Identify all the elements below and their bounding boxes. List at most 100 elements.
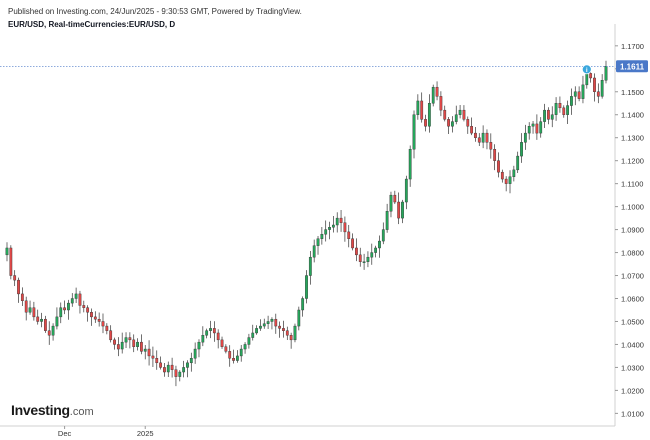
candle-body (362, 261, 366, 263)
candle-body (358, 254, 362, 262)
candle-body (593, 77, 596, 92)
candle-body (136, 341, 139, 347)
y-tick-label: 1.1400 (621, 111, 644, 120)
candle-body (331, 224, 335, 228)
candle-body (381, 229, 385, 242)
candle-body (378, 240, 381, 249)
candle-body (17, 279, 20, 295)
y-tick-label: 1.0300 (621, 363, 644, 372)
candle-body (439, 96, 443, 111)
candle-body (120, 341, 124, 350)
candle-body (523, 132, 527, 143)
candle-body (550, 114, 554, 120)
candle-body (312, 245, 316, 258)
candle-body (47, 330, 51, 336)
candle-body (63, 307, 66, 311)
candle-body (570, 96, 573, 106)
candle-body (239, 348, 243, 357)
candle-body (124, 337, 128, 343)
candle-body (454, 114, 458, 122)
candle-body (512, 169, 516, 177)
candle-body (132, 339, 136, 347)
candle-body (182, 367, 186, 373)
candle-body (366, 256, 370, 262)
candle-body (197, 341, 201, 350)
candle-body (140, 341, 143, 352)
candle-body (247, 337, 251, 345)
candle-body (401, 201, 404, 219)
candle-body (101, 321, 105, 327)
candle-body (178, 371, 182, 377)
candle-body (259, 325, 262, 329)
candle-body (451, 121, 454, 127)
y-tick-label: 1.1200 (621, 157, 644, 166)
candle-body (458, 109, 462, 115)
y-tick-label: 1.0900 (621, 226, 644, 235)
candle-body (278, 325, 282, 329)
candle-body (589, 73, 593, 79)
y-tick-label: 1.1100 (621, 180, 643, 189)
candle-body (285, 330, 289, 336)
candle-body (212, 328, 216, 334)
candle-body (159, 362, 162, 368)
candle-body (351, 238, 354, 249)
candle-body (443, 109, 447, 120)
candle-body (481, 132, 485, 143)
candle-body (282, 328, 285, 331)
candle-body (558, 103, 562, 109)
logo-domain: .com (69, 406, 94, 418)
candle-body (5, 247, 9, 256)
y-tick-label: 1.0100 (621, 409, 644, 418)
candle-body (186, 362, 189, 368)
candle-body (343, 222, 347, 233)
candle-body (82, 305, 86, 308)
candle-body (151, 355, 155, 359)
candle-body (224, 346, 228, 352)
candle-body (527, 126, 531, 134)
candle-body (420, 100, 424, 120)
candle-body (566, 105, 569, 115)
candle-body (424, 119, 427, 127)
candle-body (389, 194, 393, 212)
event-marker-icon[interactable] (581, 64, 592, 75)
candle-body (147, 348, 151, 357)
y-tick-label: 1.1700 (621, 42, 644, 51)
candle-body (427, 103, 431, 127)
candle-body (328, 227, 331, 230)
candle-body (520, 142, 523, 157)
candle-body (205, 330, 209, 336)
candle-body (585, 73, 589, 86)
candle-body (562, 107, 566, 115)
candle-body (274, 318, 278, 327)
candle-body (547, 109, 550, 120)
candle-body (535, 123, 539, 134)
candle-body (251, 332, 255, 338)
candle-body (262, 323, 266, 327)
candle-body (305, 275, 308, 299)
candle-body (573, 91, 577, 97)
candle-body (166, 364, 170, 373)
candle-body (435, 86, 439, 97)
event-marker-label: i (586, 67, 588, 74)
candle-body (86, 307, 90, 313)
candle-body (497, 160, 500, 173)
candle-body (128, 337, 132, 341)
candle-body (301, 298, 305, 311)
candle-body (109, 330, 113, 341)
y-axis: 1.0100 1.0200 1.0300 1.0400 1.0500 1.0600 1.07… (615, 42, 644, 418)
candle-body (55, 316, 59, 327)
candle-body (220, 339, 224, 347)
candle-body (470, 126, 473, 134)
candle-body (477, 137, 481, 143)
candle-body (412, 114, 416, 150)
candle-body (232, 358, 235, 361)
candle-body (489, 142, 493, 150)
candle-body (36, 316, 40, 322)
candle-body (70, 298, 74, 304)
y-tick-label: 1.0400 (621, 340, 644, 349)
candle-body (531, 123, 535, 127)
candle-body (416, 100, 420, 115)
symbol-label: EUR/USD, Real-timeCurrencies:EUR/USD, D (8, 20, 176, 29)
candle-body (155, 358, 159, 364)
